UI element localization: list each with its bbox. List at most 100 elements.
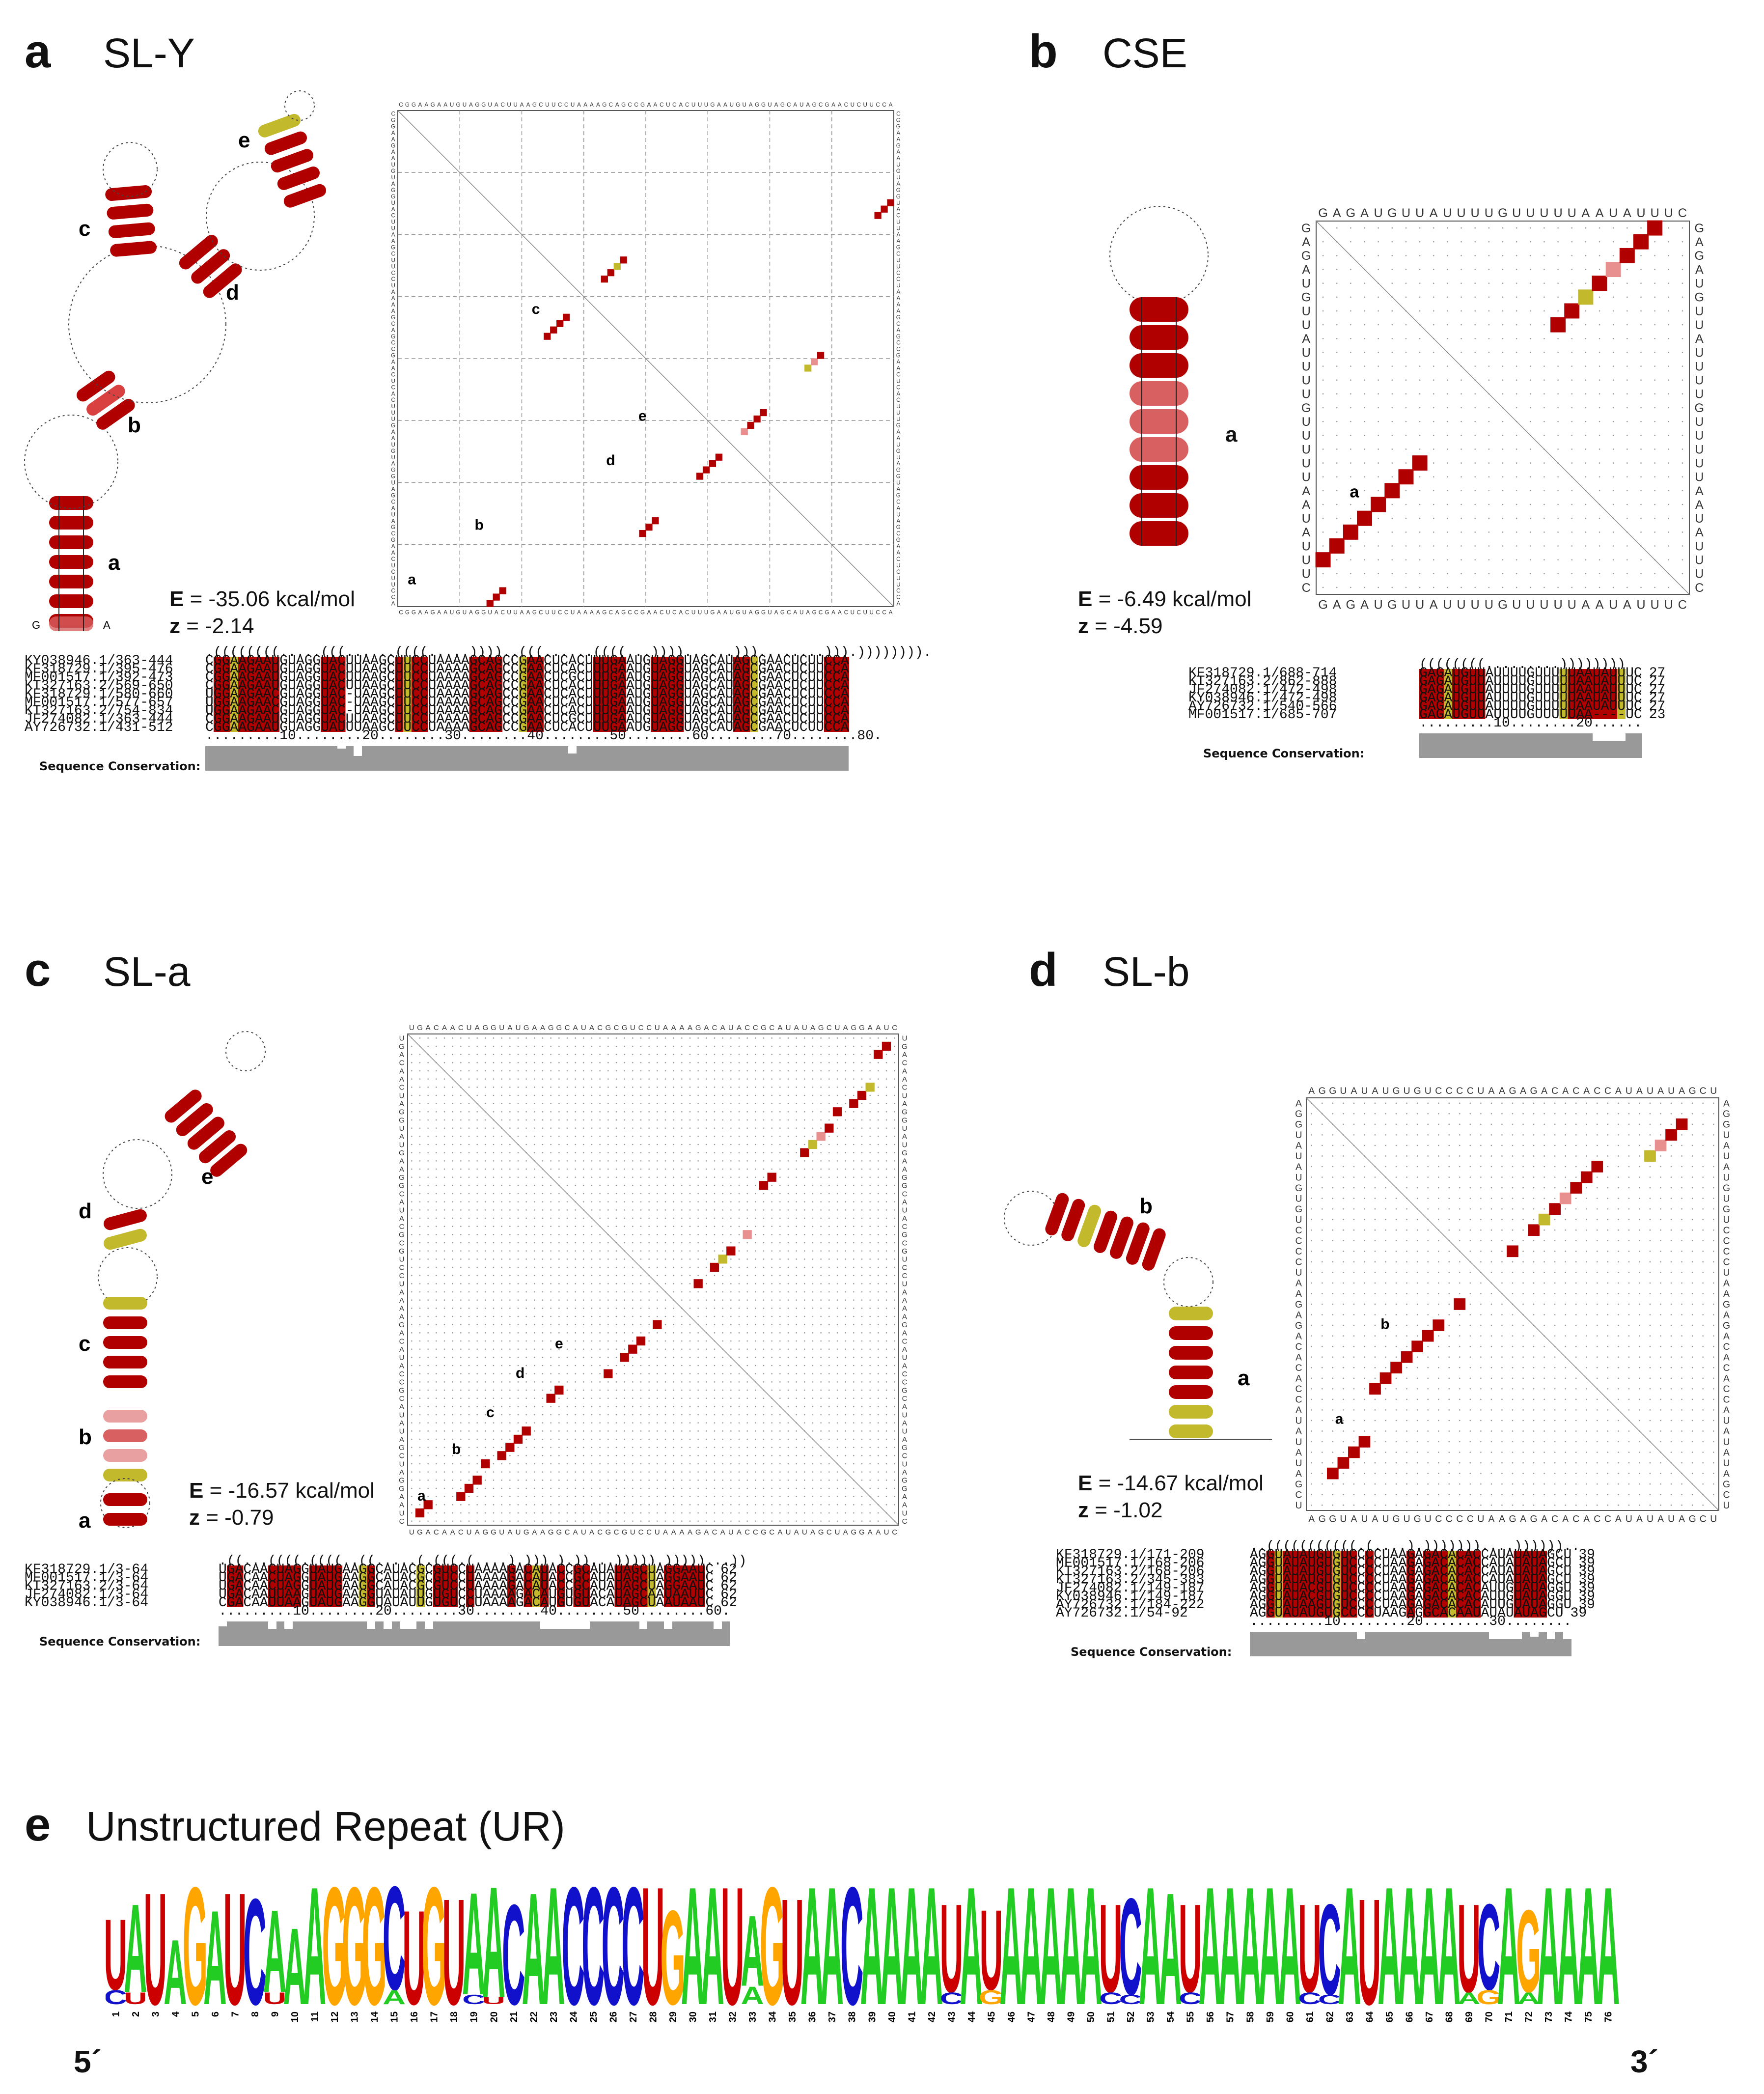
svg-text:A: A (831, 102, 835, 108)
svg-text:G: G (391, 187, 395, 194)
logo-position: 38 (847, 2011, 858, 2022)
conservation-bar (1485, 733, 1494, 758)
svg-text:C: C (391, 397, 395, 403)
conservation-bar (284, 1629, 293, 1646)
three-prime-label: 3´ (1630, 2044, 1658, 2079)
base-pair-mfe (1433, 1319, 1445, 1331)
svg-text:U: U (1302, 305, 1311, 318)
conservation-bar (598, 1621, 606, 1646)
svg-text:U: U (896, 480, 900, 486)
base-pair-mfe (1401, 1351, 1413, 1363)
svg-text:G: G (431, 610, 435, 616)
svg-text:U: U (1302, 471, 1311, 484)
base-pair-mfe (636, 1336, 646, 1346)
conservation-bar (416, 1621, 425, 1646)
conservation-bar (782, 746, 791, 771)
logo-position: 62 (1324, 2011, 1335, 2022)
base-pair-mfe (628, 1344, 637, 1354)
logo-position: 76 (1603, 2011, 1614, 2022)
logo-column: A (821, 1879, 844, 2026)
conservation-label: Sequence Conservation: (1203, 747, 1365, 760)
svg-text:A: A (424, 102, 428, 108)
conservation-bar (721, 1621, 730, 1646)
svg-text:G: G (481, 102, 486, 108)
svg-text:G: G (405, 610, 410, 616)
svg-text:A: A (391, 518, 395, 524)
base-pair-probability (1564, 303, 1580, 319)
svg-text:C: C (896, 499, 900, 505)
logo-position: 51 (1106, 2011, 1117, 2022)
svg-text:U: U (1415, 598, 1424, 612)
svg-text:A: A (391, 232, 395, 238)
svg-text:U: U (1302, 277, 1311, 291)
logo-position: 43 (946, 2011, 957, 2022)
svg-text:G: G (431, 102, 435, 108)
svg-text:G: G (456, 102, 460, 108)
conservation-label: Sequence Conservation: (39, 1635, 201, 1648)
logo-column: G (760, 1879, 785, 2026)
svg-text:A: A (391, 429, 395, 435)
conservation-bar (279, 746, 288, 771)
svg-text:C: C (672, 102, 676, 108)
svg-text:G: G (405, 102, 410, 108)
svg-text:C: C (391, 556, 395, 562)
conservation-bar (235, 1621, 244, 1646)
conservation-bar (659, 746, 667, 771)
dotplot-helix-label: b (1380, 1316, 1389, 1332)
logo-position: 75 (1583, 2011, 1594, 2022)
svg-text:A: A (520, 102, 524, 108)
logo-position: 41 (907, 2011, 917, 2022)
svg-text:A: A (717, 610, 721, 616)
logo-column: A (920, 1879, 943, 2026)
svg-text:G: G (1318, 206, 1328, 220)
svg-text:C: C (391, 346, 395, 353)
alignment-ruler: .........10........20........30........4… (205, 728, 882, 744)
svg-text:G: G (391, 353, 395, 359)
logo-position: 9 (270, 2011, 280, 2017)
sequence-logo: UC1 AU2 U3 A4 G5 A6 U7 C8 AU9 A10 A11 G12 G13 G14 CA15… (106, 1879, 1620, 2026)
conservation-bar (1609, 741, 1618, 758)
base-pair-mfe (1343, 524, 1358, 540)
conservation-bar (565, 1629, 574, 1646)
logo-column: A (1139, 1879, 1162, 2026)
logo-position: 15 (389, 2011, 400, 2022)
base-pair-mfe (513, 1434, 523, 1444)
conservation-bar (1505, 1639, 1514, 1656)
conservation-bar (441, 1621, 450, 1646)
conservation-bar (672, 1621, 681, 1646)
conservation-bar (532, 1621, 541, 1646)
dotplot-helix-label: a (1335, 1411, 1344, 1427)
conservation-bar (1518, 733, 1527, 758)
svg-text:U: U (896, 378, 900, 384)
conservation-bar (1477, 733, 1486, 758)
svg-text:G: G (761, 102, 766, 108)
conservation-bar (815, 746, 824, 771)
logo-position: 39 (867, 2011, 878, 2022)
conservation-bar (486, 746, 494, 771)
svg-text:C: C (896, 588, 900, 594)
base-pair-mfe (715, 453, 723, 461)
logo-column: C (840, 1879, 863, 2026)
logo-position: 57 (1225, 2011, 1236, 2022)
base-pair-probability (1591, 1161, 1603, 1173)
conservation-bar (1600, 741, 1609, 758)
svg-text:A: A (1302, 332, 1310, 346)
svg-text:C: C (787, 610, 791, 616)
conservation-bar (1481, 1632, 1489, 1656)
sequence-id: AY726732.1/54-92 (1056, 1606, 1188, 1621)
svg-text:C: C (539, 102, 543, 108)
conservation-bar (312, 746, 321, 771)
svg-text:C: C (391, 371, 395, 378)
svg-text:U: U (1695, 388, 1704, 401)
conservation-label: Sequence Conservation: (39, 759, 201, 773)
svg-text:A: A (896, 136, 900, 142)
svg-text:U: U (1485, 598, 1493, 612)
svg-text:A: A (391, 550, 395, 556)
logo-column: A (1597, 1879, 1620, 2026)
svg-text:G: G (391, 474, 395, 480)
conservation-bar (386, 746, 395, 771)
svg-text:A: A (1581, 206, 1590, 220)
svg-text:U: U (1302, 456, 1311, 470)
logo-column: A (900, 1879, 923, 2026)
